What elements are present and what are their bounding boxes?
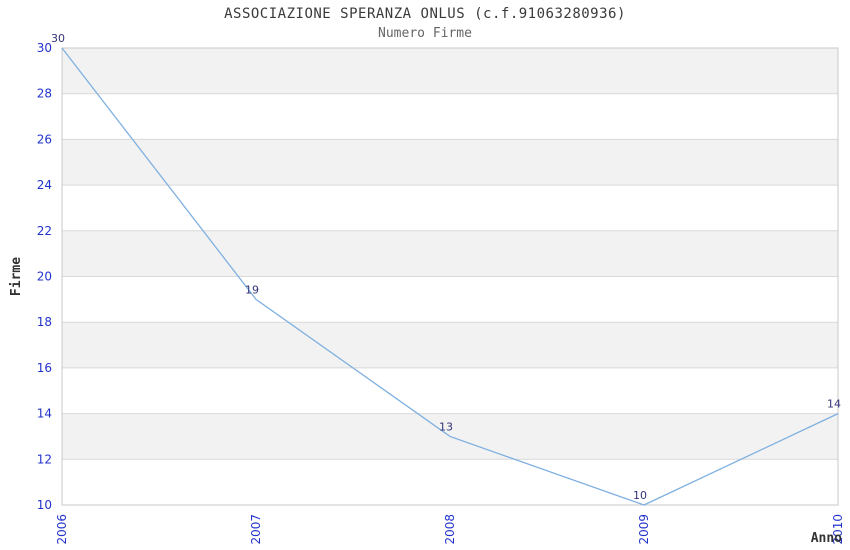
series-line (61, 47, 839, 506)
point-label: 19 (245, 283, 259, 296)
plot-band (62, 139, 838, 186)
chart-subtitle: Numero Firme (378, 26, 472, 41)
y-tick-label: 10 (37, 498, 52, 512)
plot-band (62, 230, 838, 277)
y-tick-label: 26 (37, 132, 52, 146)
x-tick-label: 2006 (55, 514, 69, 545)
y-tick-label: 20 (37, 270, 52, 284)
y-tick-label: 16 (37, 361, 52, 375)
y-tick-label: 24 (37, 178, 52, 192)
y-tick-label: 12 (37, 452, 52, 466)
chart-title: ASSOCIAZIONE SPERANZA ONLUS (c.f.9106328… (224, 6, 626, 22)
x-tick-label: 2010 (831, 514, 845, 545)
y-tick-label: 18 (37, 315, 52, 329)
y-tick-label: 28 (37, 87, 52, 101)
x-tick-label: 2007 (249, 514, 263, 545)
plot-band (62, 322, 838, 368)
plot-band (62, 48, 838, 94)
plot-border (61, 47, 839, 506)
x-axis-title: Anno (811, 531, 842, 546)
point-label: 13 (439, 420, 453, 433)
x-tick-label: 2009 (637, 514, 651, 545)
y-axis-title: Firme (9, 257, 24, 296)
point-label: 14 (827, 398, 841, 411)
y-tick-label: 22 (37, 224, 52, 238)
y-tick-label: 30 (37, 41, 52, 55)
point-label: 30 (51, 32, 65, 45)
point-label: 10 (633, 489, 647, 502)
y-tick-label: 14 (37, 407, 52, 421)
x-tick-label: 2008 (443, 514, 457, 545)
